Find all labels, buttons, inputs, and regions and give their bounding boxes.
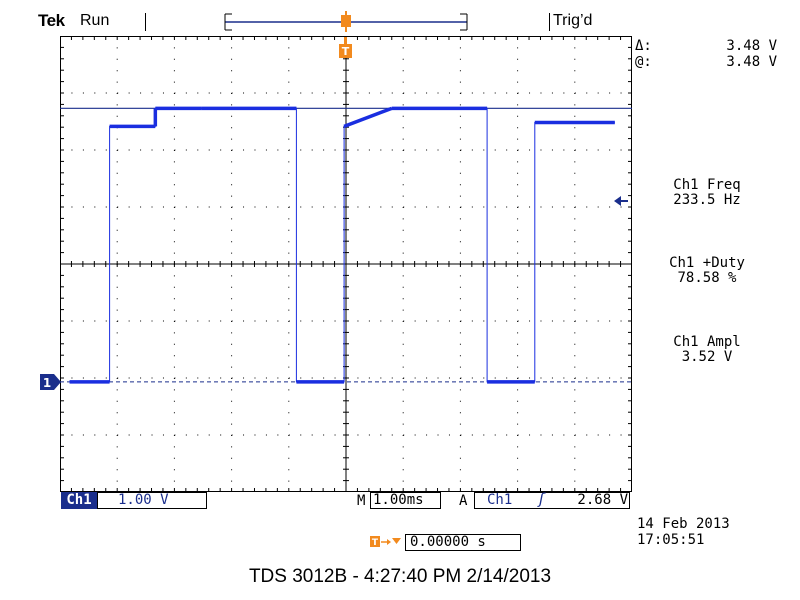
ampl-value: 3.52 V [681, 349, 733, 365]
cursor-delta-value: 3.48 V [726, 38, 777, 54]
freq-label: Ch1 Freq [673, 177, 741, 193]
duty-label: Ch1 +Duty [669, 255, 745, 271]
screen-markers: T [339, 37, 352, 58]
duty-value: 78.58 % [677, 270, 737, 286]
trigger-marker-label: T [342, 45, 350, 58]
date-text: 14 Feb 2013 [637, 516, 730, 532]
cursor-at-label: @: [635, 54, 652, 70]
freq-measurement: Ch1 Freq 233.5 Hz [640, 178, 774, 208]
svg-text:T: T [372, 538, 379, 548]
ch1-trace [69, 107, 615, 383]
status-divider [549, 13, 550, 31]
waveform-display[interactable]: T [60, 36, 632, 492]
trigger-t-icon [341, 11, 351, 32]
screenshot-caption: TDS 3012B - 4:27:40 PM 2/14/2013 [248, 566, 552, 587]
duty-measurement: Ch1 +Duty 78.58 % [640, 256, 774, 286]
trigger-settings[interactable]: Ch1 ʃ 2.68 V [474, 492, 630, 509]
datetime: 14 Feb 2013 17:05:51 [637, 516, 730, 548]
ch1-trace-segment [343, 106, 393, 129]
time-text: 17:05:51 [637, 532, 705, 548]
trigger-t-icon: T [339, 37, 352, 58]
trigger-source: Ch1 [487, 492, 513, 508]
timebase-value[interactable]: 1.00ms [370, 492, 441, 509]
freq-value: 233.5 Hz [673, 192, 741, 208]
cursor-at-value: 3.48 V [726, 54, 777, 70]
amplitude-measurement: Ch1 Ampl 3.52 V [640, 335, 774, 365]
status-divider [145, 13, 146, 31]
acquisition-status: Run [80, 12, 110, 29]
trigger-position-icon: T [370, 536, 401, 548]
record-position-bar[interactable] [220, 10, 472, 38]
trigger-level: 2.68 V [577, 492, 628, 508]
trigger-prefix: A [459, 493, 468, 509]
channel-label[interactable]: Ch1 [61, 492, 97, 509]
trigger-position-value[interactable]: 0.00000 s [405, 534, 521, 551]
channel-scale[interactable]: 1.00 V [97, 492, 207, 509]
left-arrow-icon [614, 196, 628, 206]
ampl-label: Ch1 Ampl [673, 334, 741, 350]
channel-marker-label: 1 [43, 376, 51, 390]
channel-1-marker-icon[interactable]: 1 [40, 373, 62, 390]
brand-logo: Tek [38, 11, 65, 30]
cursor-readout: Δ: 3.48 V @: 3.48 V [635, 38, 777, 70]
cursor-delta-label: Δ: [635, 38, 652, 54]
rising-edge-icon: ʃ [537, 490, 547, 508]
trigger-status: Trig’d [553, 12, 593, 29]
graticule [60, 36, 632, 492]
timebase-prefix: M [357, 493, 366, 509]
